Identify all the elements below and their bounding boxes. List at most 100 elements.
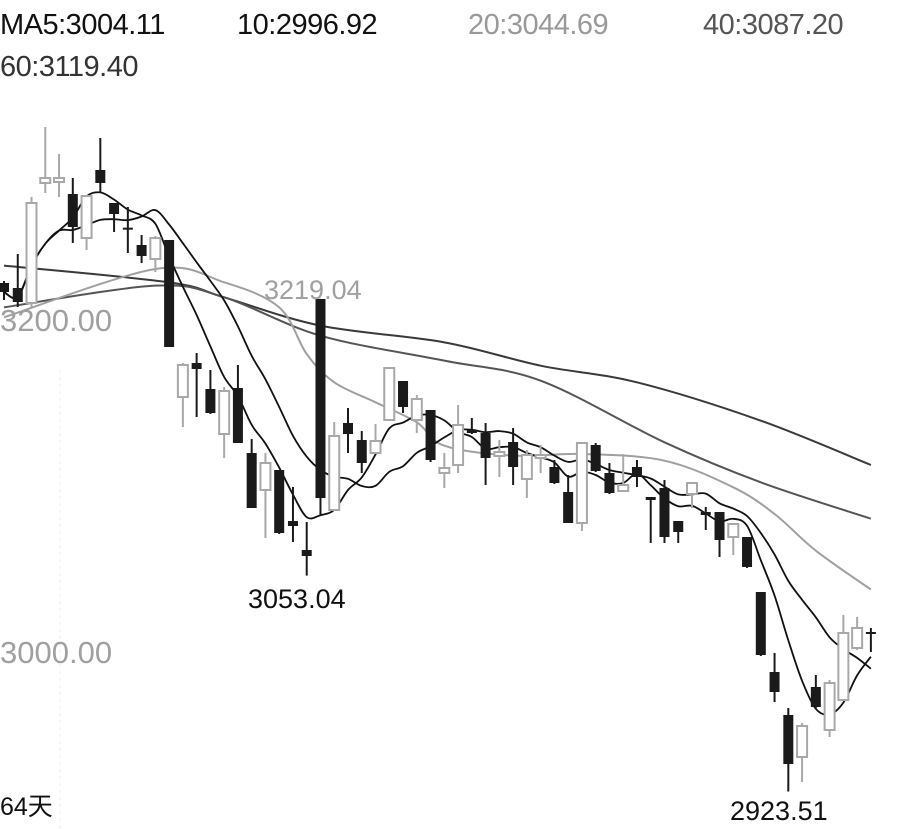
ma40-line (3, 284, 872, 520)
candle-body (851, 627, 864, 649)
candle-body (645, 497, 656, 500)
y-tick-label-3000: 3000.00 (0, 635, 112, 670)
candle-body (438, 467, 451, 474)
candle-body (109, 203, 120, 214)
candle-body (617, 484, 630, 492)
candles (0, 127, 876, 792)
candle (796, 723, 809, 782)
candle-body (287, 521, 298, 526)
candle (53, 154, 66, 197)
candle (274, 470, 285, 534)
ma5-line (3, 191, 872, 716)
ma10-line (3, 209, 872, 670)
candle-body (700, 512, 711, 515)
candle (617, 454, 630, 492)
candle (383, 367, 396, 421)
candle-body (205, 389, 216, 413)
candle (714, 512, 725, 557)
candle-body (796, 725, 809, 758)
candle-body (810, 687, 821, 707)
candle-body (398, 381, 409, 407)
candle (673, 521, 684, 543)
candle (39, 127, 52, 193)
candle (95, 138, 106, 193)
candle-body (659, 488, 670, 537)
candle (631, 460, 642, 487)
candle-body (301, 550, 312, 556)
candle-body (783, 715, 794, 764)
candle-body (246, 453, 257, 508)
candle-body (563, 492, 574, 523)
annotation-high: 3219.04 (264, 275, 362, 305)
candle (12, 254, 23, 307)
candle (823, 680, 836, 737)
candle-body (823, 682, 836, 731)
candle (534, 445, 547, 473)
candle-body (425, 410, 436, 460)
legend-ma10: 10:2996.92 (237, 9, 378, 41)
candle-body (218, 390, 231, 435)
candle (218, 387, 231, 458)
candle-body (508, 442, 519, 467)
candle (191, 353, 202, 417)
candle-body (315, 299, 326, 498)
candle (604, 463, 615, 494)
annotation-low-2: 2923.51 (730, 796, 828, 826)
y-tick-label-3200: 3200.00 (0, 303, 112, 338)
candle (466, 418, 477, 434)
candle-body (122, 227, 133, 230)
moving-average-lines (3, 191, 872, 716)
legend-ma5: MA5:3004.11 (0, 9, 165, 41)
period-label: 64天 (0, 793, 53, 821)
candle-body (369, 440, 382, 454)
candle-body (590, 445, 601, 471)
candle-body (480, 433, 491, 458)
candle (205, 370, 216, 414)
annotation-low-1: 3053.04 (248, 584, 346, 614)
candle-body (673, 521, 684, 532)
candle-body (549, 467, 560, 483)
candle (122, 207, 133, 253)
candle (301, 522, 312, 576)
candle (837, 615, 850, 701)
candle (563, 475, 574, 523)
candle (865, 628, 876, 652)
candle-body (865, 632, 876, 634)
candle (810, 675, 821, 708)
candle (328, 422, 341, 511)
candle (783, 708, 794, 792)
candle (80, 195, 93, 250)
candle (508, 428, 519, 485)
candle-body (769, 672, 780, 692)
candle (136, 235, 147, 263)
candle (0, 281, 9, 300)
candle (700, 507, 711, 530)
candle (356, 431, 367, 473)
candle (315, 298, 326, 515)
candle-body (714, 512, 725, 540)
candle-body (575, 442, 588, 524)
candle-body (39, 177, 52, 184)
candle-body (232, 388, 243, 443)
candle (769, 653, 780, 702)
candle-body (383, 367, 396, 421)
candle (25, 197, 38, 307)
candle-body (67, 194, 78, 227)
candle-body (742, 537, 753, 567)
legend-ma20: 20:3044.69 (468, 9, 609, 41)
candle-body (53, 177, 66, 183)
candle (398, 381, 409, 413)
candle-body (466, 430, 477, 433)
candle (176, 363, 189, 427)
candle-body (452, 424, 465, 466)
candle (727, 523, 740, 555)
candle-body (149, 237, 162, 260)
ma20-line (3, 266, 872, 591)
candle-body (12, 288, 23, 302)
candle (493, 440, 506, 477)
candle-body (25, 202, 38, 304)
candle-body (631, 467, 642, 477)
candle (590, 443, 601, 472)
candle (686, 482, 698, 508)
candle-body (136, 245, 147, 256)
